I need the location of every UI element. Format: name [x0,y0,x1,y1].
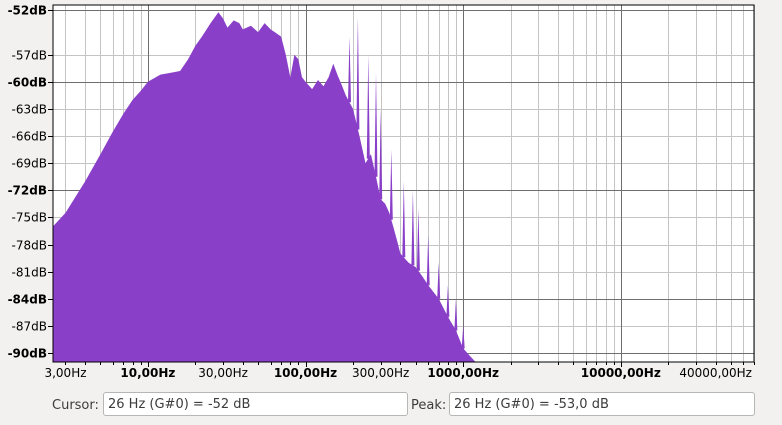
spectrum-spike [402,181,406,258]
y-tick-label: -72dB [8,184,47,198]
spectrum-spike [411,190,415,266]
cursor-readout-field[interactable]: 26 Hz (G#0) = -52 dB [103,392,408,416]
spectrum-spike [348,36,351,103]
y-axis: -52dB -57dB -60dB -63dB -66dB -69dB -72dB -75dB… [8,4,53,361]
status-bar: Cursor: 26 Hz (G#0) = -52 dB Peak: 26 Hz… [0,391,782,419]
x-tick-label: 40000,00Hz [679,366,752,380]
spectrum-spike [379,108,383,200]
y-tick-label: -81dB [12,266,47,280]
cursor-label: Cursor: [52,398,99,413]
y-tick-label: -84dB [8,293,47,307]
x-tick-label: 10000,00Hz [581,366,661,380]
spectrum-spike [416,208,420,271]
peak-label: Peak: [411,398,447,413]
x-axis: 3,00Hz 10,00Hz 30,00Hz 100,00Hz 300,00Hz 1000… [44,362,755,380]
x-tick-label: 10,00Hz [120,366,175,380]
spectrum-spike [374,72,378,177]
spectrum-spike [454,298,458,331]
y-tick-label: -69dB [12,157,47,171]
y-tick-label: -78dB [12,239,47,253]
y-tick-label: -52dB [8,4,47,18]
y-tick-label: -63dB [12,103,47,117]
y-tick-label: -57dB [12,49,47,63]
plot-frame [52,4,755,363]
spectrum-spike [389,149,393,220]
spectrum-plot[interactable]: -52dB -57dB -60dB -63dB -66dB -69dB -72dB -75dB… [0,0,782,391]
spectrum-spike [366,54,370,159]
y-tick-label: -75dB [12,211,47,225]
y-tick-label: -60dB [8,76,47,90]
x-tick-label: 300,00Hz [352,366,409,380]
x-tick-label: 100,00Hz [274,366,337,380]
spectrum-spike [426,235,430,286]
spectrum-spike [356,16,360,130]
spectrum-spike [437,262,441,299]
x-tick-label: 30,00Hz [198,366,248,380]
peak-readout-field[interactable]: 26 Hz (G#0) = -53,0 dB [449,392,755,416]
spectrum-area [53,12,476,362]
y-tick-label: -90dB [8,347,47,361]
y-tick-label: -87dB [12,320,47,334]
x-tick-label: 1000,00Hz [427,366,499,380]
spectrum-spikes [348,16,465,349]
spectrum-spike [446,285,450,317]
x-tick-label: 3,00Hz [44,366,86,380]
y-tick-label: -66dB [12,130,47,144]
spectrum-spike [461,325,465,349]
